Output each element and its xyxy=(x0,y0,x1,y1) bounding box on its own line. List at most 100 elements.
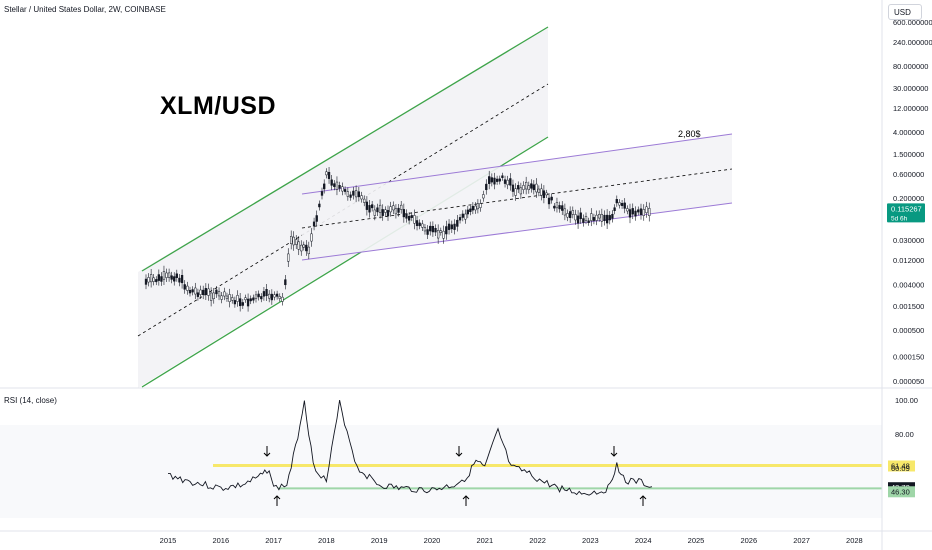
price-candle xyxy=(634,210,637,217)
price-tick-label: 0.030000 xyxy=(893,236,924,245)
chart-annotation-title: XLM/USD xyxy=(160,92,276,120)
price-tick-label: 0.200000 xyxy=(893,194,924,203)
price-candle xyxy=(297,241,300,250)
currency-selector[interactable]: USD xyxy=(888,4,922,20)
price-candle xyxy=(479,203,482,208)
price-candle xyxy=(157,274,160,281)
price-candle xyxy=(598,214,601,219)
rsi-level-label: 60.09 xyxy=(891,464,910,473)
price-candle xyxy=(147,277,150,283)
price-candle xyxy=(386,210,390,217)
price-candle xyxy=(144,278,148,285)
price-candle xyxy=(402,209,405,218)
price-candle xyxy=(212,292,215,299)
price-candle xyxy=(482,194,485,199)
price-candle xyxy=(239,298,242,307)
price-candle xyxy=(498,178,501,182)
price-badge-countdown: 5d 6h xyxy=(891,215,908,222)
price-candle xyxy=(469,208,472,213)
price-candle xyxy=(165,272,168,278)
price-candle xyxy=(566,213,569,218)
price-candle xyxy=(246,298,250,307)
price-candle xyxy=(574,214,577,221)
price-candle xyxy=(545,192,548,196)
rsi-arrow-down-icon xyxy=(610,446,618,457)
price-candle xyxy=(209,292,213,301)
price-candle xyxy=(365,201,369,210)
price-tick-label: 0.001500 xyxy=(893,302,924,311)
price-candle xyxy=(220,295,223,300)
price-tick-label: 0.600000 xyxy=(893,170,924,179)
time-tick-label: 2020 xyxy=(424,536,441,545)
price-candle xyxy=(186,285,189,291)
purple-channel-upper xyxy=(301,133,733,195)
price-candle xyxy=(485,183,488,191)
price-candle xyxy=(645,206,648,213)
price-candle xyxy=(450,224,453,230)
price-candle xyxy=(639,208,643,215)
price-candle xyxy=(175,273,178,278)
price-candle xyxy=(346,191,350,197)
price-candle xyxy=(335,181,339,190)
price-candle xyxy=(405,213,408,219)
price-candle xyxy=(199,289,202,295)
price-candle xyxy=(325,171,328,176)
price-candle xyxy=(381,209,384,216)
price-candle xyxy=(183,284,186,290)
price-candle xyxy=(511,184,515,192)
price-candle xyxy=(265,289,268,297)
price-candle xyxy=(410,215,413,218)
price-candle xyxy=(357,191,361,198)
price-candle xyxy=(215,289,218,295)
price-tick-label: 12.000000 xyxy=(893,104,928,113)
price-candle xyxy=(307,246,310,255)
price-candle xyxy=(642,209,645,216)
price-candle xyxy=(628,209,632,218)
rsi-plot xyxy=(0,400,882,518)
price-candle xyxy=(310,233,313,242)
price-candle xyxy=(315,215,318,222)
price-candle xyxy=(180,275,184,284)
price-candle xyxy=(530,183,533,189)
time-tick-label: 2017 xyxy=(265,536,282,545)
price-candle xyxy=(626,208,629,212)
price-candle xyxy=(431,226,435,233)
price-tick-label: 0.012000 xyxy=(893,256,924,265)
price-candle xyxy=(407,215,411,221)
rsi-arrow-up-icon xyxy=(273,495,281,506)
rsi-level-label: 61.48 xyxy=(891,461,910,470)
price-tick-label: 0.000500 xyxy=(893,326,924,335)
price-candle xyxy=(149,274,153,283)
price-candle xyxy=(608,215,611,221)
price-candle xyxy=(194,287,197,295)
price-candle xyxy=(236,295,239,302)
price-tick-label: 600.000000 xyxy=(893,18,932,27)
price-candle xyxy=(162,271,166,280)
price-candle xyxy=(555,202,559,209)
price-candle xyxy=(429,225,432,232)
rsi-label: RSI (14, close) xyxy=(4,396,57,405)
rsi-tick-label: 100.00 xyxy=(895,396,918,405)
price-candle xyxy=(352,190,355,196)
price-candle xyxy=(592,217,596,221)
price-candle xyxy=(501,175,504,178)
price-candle xyxy=(540,188,543,196)
price-candle xyxy=(373,209,376,216)
price-candle xyxy=(437,230,440,239)
price-candle xyxy=(173,276,176,282)
price-candle xyxy=(442,230,445,239)
price-candle xyxy=(262,291,266,297)
price-candle xyxy=(223,291,226,297)
price-candle xyxy=(466,209,469,215)
price-candle xyxy=(295,239,298,245)
time-tick-label: 2022 xyxy=(529,536,546,545)
time-tick-label: 2021 xyxy=(476,536,493,545)
price-candle xyxy=(257,293,260,298)
price-candle xyxy=(600,214,603,222)
price-candle xyxy=(249,298,252,302)
price-tick-label: 0.004000 xyxy=(893,280,924,289)
price-candle xyxy=(561,205,564,211)
time-tick-label: 2027 xyxy=(793,536,810,545)
price-candle xyxy=(535,183,538,193)
price-candle xyxy=(503,179,507,184)
